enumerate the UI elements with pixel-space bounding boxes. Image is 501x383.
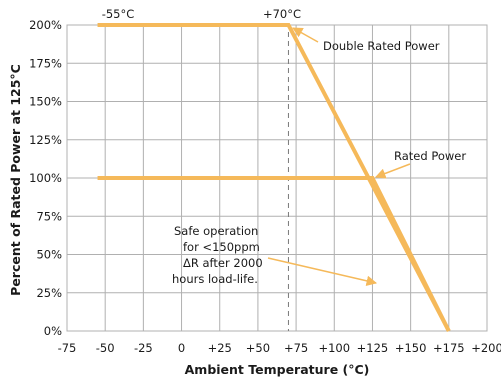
- x-tick-label: +175: [433, 341, 465, 355]
- y-tick-label: 100%: [29, 171, 62, 185]
- y-axis-title: Percent of Rated Power at 125°C: [8, 64, 23, 296]
- safe-line-2: for <150ppm: [183, 240, 260, 254]
- x-tick-label: +125: [357, 341, 389, 355]
- x-tick-label: +200: [471, 341, 501, 355]
- safe-line-1: Safe operation: [174, 224, 258, 238]
- x-tick-label: +50: [246, 341, 270, 355]
- arrow-rated: [375, 163, 411, 179]
- y-tick-label: 175%: [29, 56, 62, 70]
- x-tick-label: +75: [284, 341, 308, 355]
- y-tick-label: 25%: [36, 286, 62, 300]
- y-tick-label: 75%: [36, 209, 62, 223]
- x-tick-label: +150: [395, 341, 427, 355]
- annotation-rated-power: Rated Power: [394, 149, 466, 163]
- x-axis-title: Ambient Temperature (°C): [185, 362, 370, 377]
- series-lines: [97, 23, 451, 332]
- x-tick-label: 0: [178, 341, 185, 355]
- x-tick-label: +25: [208, 341, 232, 355]
- x-tick-labels: -75 -50 -25 0 +25 +50 +75 +100 +125 +150 +175 +200: [58, 341, 501, 355]
- y-tick-label: 125%: [29, 133, 62, 147]
- safe-line-4: hours load-life.: [172, 272, 258, 286]
- y-tick-label: 200%: [29, 18, 62, 32]
- y-tick-labels: 0% 25% 50% 75% 100% 125% 150% 175% 200%: [29, 18, 62, 338]
- arrow-double-rated: [292, 27, 319, 43]
- safe-line-3: ΔR after 2000: [183, 256, 263, 270]
- series-line: [97, 176, 451, 332]
- y-tick-label: 0%: [44, 324, 62, 338]
- y-tick-label: 50%: [36, 248, 62, 262]
- annotation-double-rated-power: Double Rated Power: [323, 39, 440, 53]
- series-line: [97, 23, 451, 332]
- arrow-safe-operation: [267, 257, 378, 286]
- x-tick-label: -75: [58, 341, 77, 355]
- annotation-safe-operation: Safe operation for <150ppm ΔR after 2000…: [172, 224, 263, 286]
- x-tick-label: -50: [96, 341, 115, 355]
- annotation-plus70: +70°C: [263, 7, 301, 21]
- y-tick-label: 150%: [29, 95, 62, 109]
- x-tick-label: +100: [318, 341, 350, 355]
- annotation-minus55: -55°C: [102, 7, 135, 21]
- x-tick-label: -25: [134, 341, 153, 355]
- annotation-arrows: [267, 27, 411, 286]
